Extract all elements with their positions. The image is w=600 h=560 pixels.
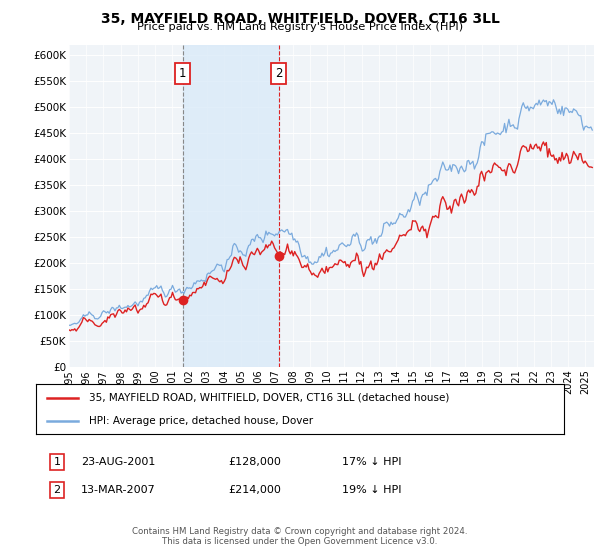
Text: 35, MAYFIELD ROAD, WHITFIELD, DOVER, CT16 3LL: 35, MAYFIELD ROAD, WHITFIELD, DOVER, CT1… (101, 12, 499, 26)
Text: HPI: Average price, detached house, Dover: HPI: Average price, detached house, Dove… (89, 417, 313, 426)
Bar (183, 45, 279, 367)
Text: 2: 2 (275, 67, 283, 80)
Text: 17% ↓ HPI: 17% ↓ HPI (342, 457, 401, 467)
Text: 1: 1 (179, 67, 187, 80)
Text: £128,000: £128,000 (228, 457, 281, 467)
Text: 19% ↓ HPI: 19% ↓ HPI (342, 485, 401, 495)
Text: 23-AUG-2001: 23-AUG-2001 (81, 457, 155, 467)
Text: Contains HM Land Registry data © Crown copyright and database right 2024.
This d: Contains HM Land Registry data © Crown c… (132, 526, 468, 546)
Text: 35, MAYFIELD ROAD, WHITFIELD, DOVER, CT16 3LL (detached house): 35, MAYFIELD ROAD, WHITFIELD, DOVER, CT1… (89, 393, 449, 403)
Text: 13-MAR-2007: 13-MAR-2007 (81, 485, 156, 495)
Text: Price paid vs. HM Land Registry's House Price Index (HPI): Price paid vs. HM Land Registry's House … (137, 22, 463, 32)
Text: 1: 1 (53, 457, 61, 467)
Text: £214,000: £214,000 (228, 485, 281, 495)
Text: 2: 2 (53, 485, 61, 495)
